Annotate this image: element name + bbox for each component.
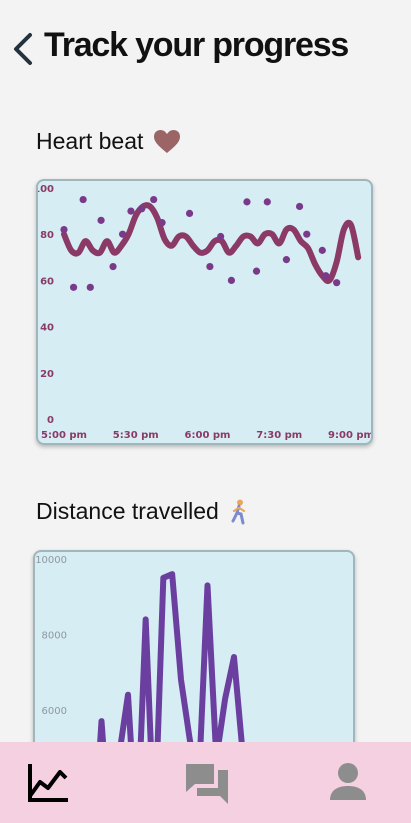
heart-data-point [322,272,330,280]
heart-data-point [97,216,105,224]
heart-x-tick-label: 7:30 pm [256,430,302,441]
heart-data-point [227,276,236,284]
heart-y-tick-label: 20 [40,369,54,380]
heart-data-point [150,195,158,204]
heart-data-point [127,207,135,215]
heart-beat-series-line [61,202,362,285]
chat-icon [186,764,228,804]
heart-x-tick-label: 5:30 pm [113,430,159,441]
nav-chat[interactable] [183,758,231,806]
heart-x-tick-label: 5:00 pm [41,430,87,441]
heart-data-point [86,283,94,291]
heart-data-point [109,262,117,271]
walking-person-icon [231,499,245,524]
heart-data-point [138,205,146,213]
heart-beat-heading: Heart beat [36,128,181,155]
heart-data-point [69,283,78,291]
heart-beat-label: Heart beat [36,128,144,154]
nav-progress[interactable] [24,758,72,806]
distance-y-tick-label: 6000 [42,706,67,717]
heart-data-point [303,230,311,238]
page-title: Track your progress [44,26,349,64]
heart-data-point [158,219,166,227]
heart-y-tick-label: 100 [38,184,54,195]
heart-x-tick-label: 9:00 pm [328,430,371,441]
chevron-left-icon [14,33,32,65]
heart-y-tick-label: 40 [40,323,54,334]
heart-data-point [295,202,304,211]
distance-y-tick-label: 8000 [42,630,67,641]
heart-data-point [79,195,87,204]
nav-profile[interactable] [324,758,372,806]
heart-data-point [60,225,68,234]
back-button[interactable] [8,30,38,68]
profile-icon [330,763,366,800]
distance-y-tick-label: 10000 [35,555,67,566]
heart-y-tick-label: 80 [40,230,54,241]
heart-data-point [252,267,261,275]
heart-data-point [217,232,225,241]
header: Track your progress [0,0,411,100]
heart-y-tick-label: 60 [40,276,54,287]
heart-data-point [318,246,326,254]
heart-data-point [282,256,291,264]
heart-beat-plot: 0 20 40 60 80 100 5:00 pm 5:30 pm 6:00 pm 7:30 p… [38,184,371,441]
bottom-navigation [0,742,411,823]
heart-beat-chart: 0 20 40 60 80 100 5:00 pm 5:30 pm 6:00 pm 7:30 p… [36,179,373,445]
heart-data-point [118,230,127,238]
heart-data-point [333,279,341,287]
distance-label: Distance travelled [36,498,219,524]
progress-chart-icon [28,764,68,802]
heart-data-point [185,209,194,218]
heart-x-tick-label: 6:00 pm [185,430,231,441]
heart-y-tick-label: 0 [47,415,54,426]
distance-heading: Distance travelled [36,498,249,525]
heart-icon [154,129,181,153]
heart-data-point [263,198,271,206]
heart-data-point [206,262,214,271]
heart-data-point [243,198,251,206]
